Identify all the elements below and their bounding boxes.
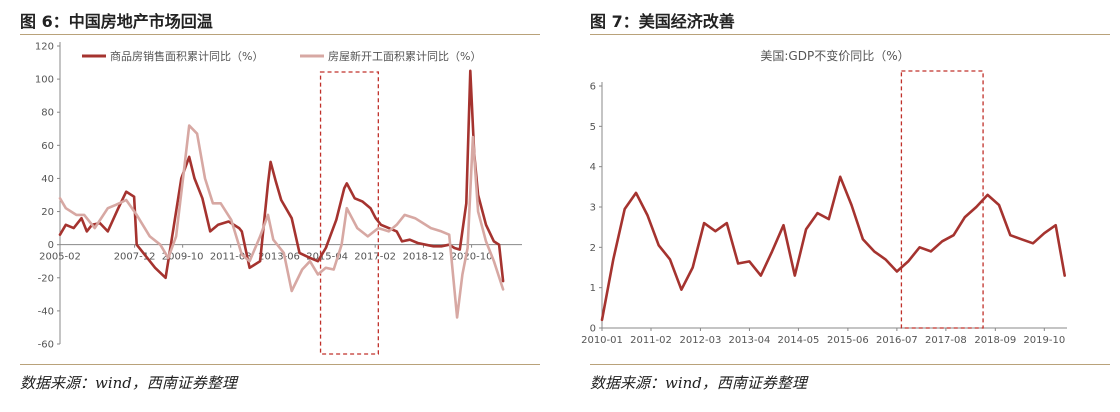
china-real-estate-panel: 图 6：中国房地产市场回温 -60 -40 -20 0 20 40 60 80 100 120 20… <box>0 0 550 412</box>
y-tick-label: -60 <box>38 340 54 351</box>
x-tick-label: 2013-06 <box>258 252 300 263</box>
y-tick-label: -40 <box>38 306 54 317</box>
y-tick-label: 20 <box>41 207 54 218</box>
x-tick-label: 2010-01 <box>581 335 623 346</box>
y-tick-label: 100 <box>35 75 54 86</box>
x-tick-label: 2019-10 <box>1023 335 1065 346</box>
y-tick-label: 0 <box>48 240 54 251</box>
chart-title: 美国:GDP不变价同比（%） <box>760 48 909 63</box>
title-rule <box>590 34 1110 35</box>
figure-7-title: 图 7：美国经济改善 <box>590 12 735 31</box>
x-tick-label: 2015-06 <box>827 335 869 346</box>
figure-7-source: 数据来源：wind，西南证券整理 <box>590 374 807 392</box>
y-tick-label: 60 <box>41 141 54 152</box>
y-tick-label: 1 <box>590 283 596 294</box>
source-rule <box>20 364 540 365</box>
china-real-estate-chart: -60 -40 -20 0 20 40 60 80 100 120 2005-02 2007-12 20… <box>35 42 522 355</box>
x-tick-label: 2016-07 <box>876 335 918 346</box>
x-tick-label: 2011-02 <box>630 335 672 346</box>
x-tick-label: 2012-03 <box>680 335 722 346</box>
y-tick-label: 2 <box>590 243 596 254</box>
y-tick-label: 6 <box>590 82 596 93</box>
title-rule <box>20 34 540 35</box>
y-tick-label: 3 <box>590 203 596 214</box>
figure-6-title: 图 6：中国房地产市场回温 <box>20 12 213 31</box>
light-series-line <box>58 124 505 319</box>
x-tick-label: 2011-08 <box>210 252 252 263</box>
x-tick-label: 2014-05 <box>778 335 820 346</box>
x-tick-label: 2017-08 <box>925 335 967 346</box>
highlight-box <box>319 71 379 355</box>
legend-label: 商品房销售面积累计同比（%） <box>110 49 263 63</box>
y-tick-label: 80 <box>41 108 54 119</box>
legend-label: 房屋新开工面积累计同比（%） <box>328 49 481 63</box>
y-tick-label: 120 <box>35 42 54 53</box>
y-tick-label: 40 <box>41 174 54 185</box>
dark-series-line <box>600 175 1067 322</box>
x-tick-label: 2009-10 <box>162 252 204 263</box>
highlight-box <box>900 70 984 329</box>
y-tick-label: 5 <box>590 122 596 133</box>
x-tick-label: 2018-12 <box>403 252 445 263</box>
x-tick-label: 2020-10 <box>451 252 493 263</box>
x-tick-label: 2018-09 <box>974 335 1016 346</box>
source-rule <box>590 364 1110 365</box>
y-tick-label: 0 <box>590 324 596 335</box>
figure-6-source: 数据来源：wind，西南证券整理 <box>20 374 237 392</box>
x-tick-label: 2005-02 <box>39 252 81 263</box>
us-gdp-chart: 0 1 2 3 4 5 6 2010-01 2011-02 2012-03 2013-04 2014-… <box>581 48 1067 346</box>
y-tick-label: -20 <box>38 273 54 284</box>
x-tick-label: 2007-12 <box>114 252 156 263</box>
x-tick-label: 2015-04 <box>306 252 348 263</box>
us-economy-panel: 图 7：美国经济改善 0 1 2 3 4 5 6 2010-01 2011-02 2012-03 2… <box>570 0 1120 412</box>
y-tick-label: 4 <box>590 162 596 173</box>
x-tick-label: 2017-02 <box>354 252 396 263</box>
x-tick-label: 2013-04 <box>729 335 771 346</box>
